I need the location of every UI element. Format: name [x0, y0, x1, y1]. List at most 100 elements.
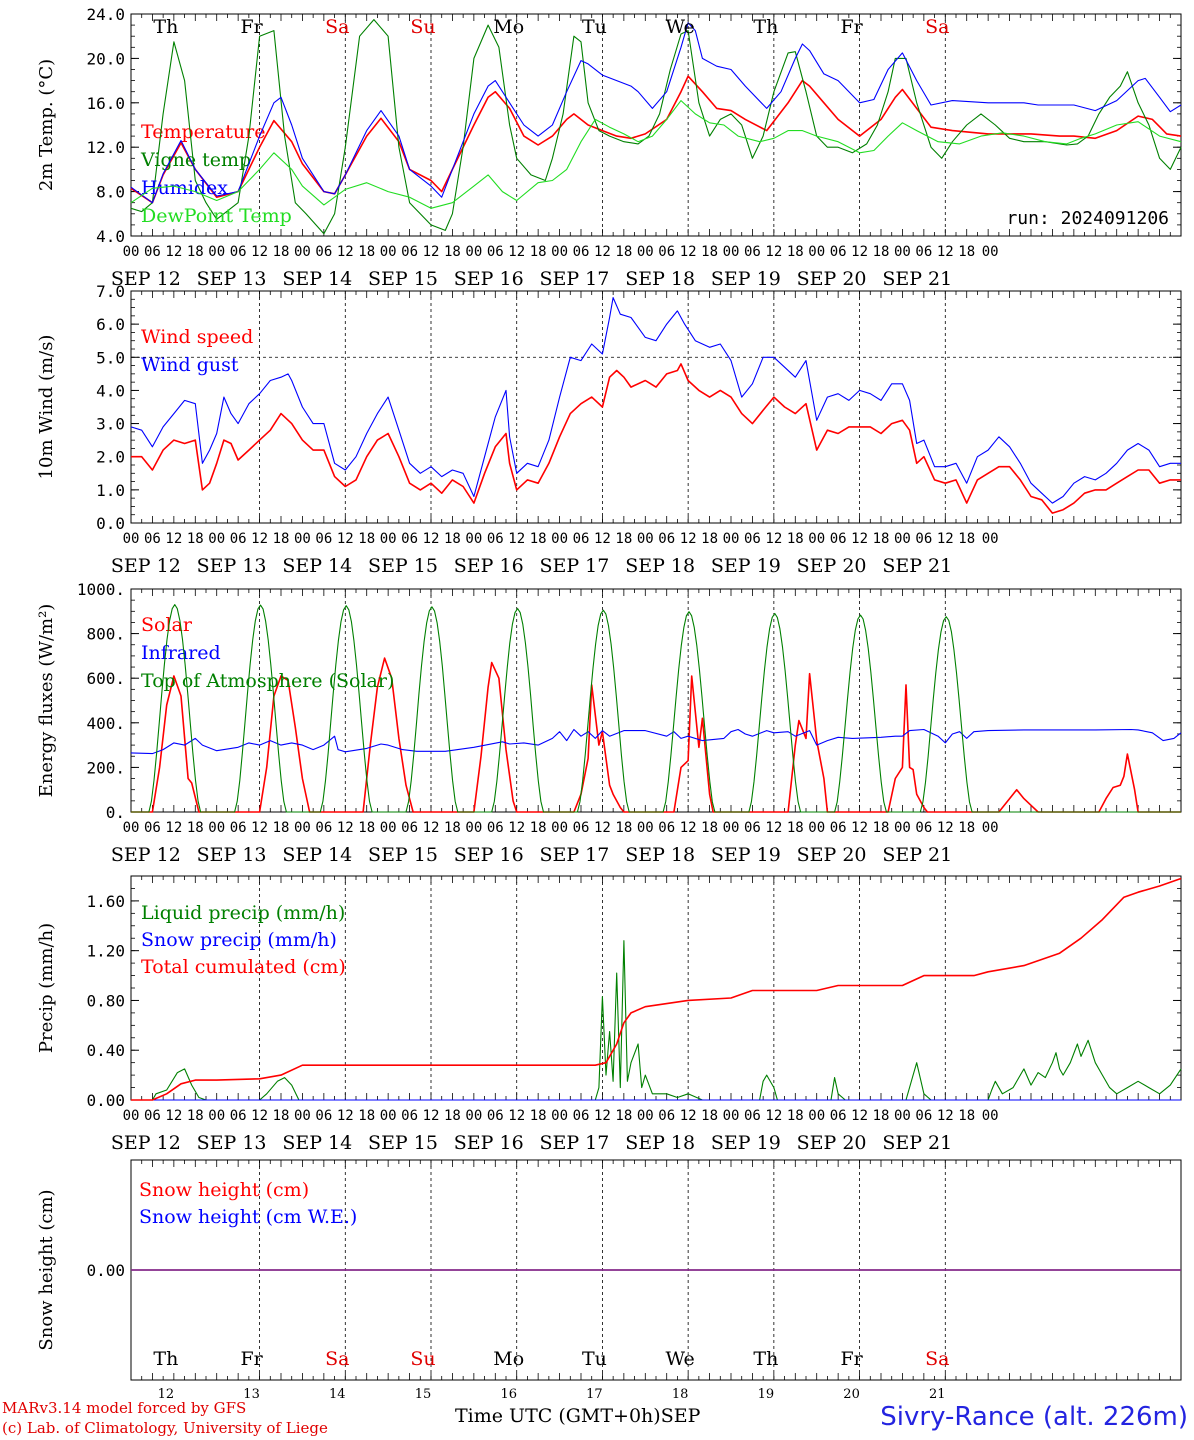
hour-label: 06	[915, 1108, 932, 1124]
legend-entry: Vigne temp	[140, 149, 251, 171]
hour-label: 06	[315, 1108, 332, 1124]
day-name-bottom: Tu	[582, 1348, 607, 1370]
hour-label: 18	[787, 820, 804, 836]
hour-label: 12	[165, 1108, 182, 1124]
hour-label: 18	[873, 531, 890, 547]
hour-label: 12	[594, 1108, 611, 1124]
hour-label: 12	[937, 244, 954, 260]
day-number: 18	[672, 1387, 689, 1402]
hour-label: 12	[594, 244, 611, 260]
hour-label: 12	[680, 820, 697, 836]
legend-entry: Humidex	[141, 177, 228, 199]
date-label: SEP 15	[368, 555, 438, 577]
lab-credit: (c) Lab. of Climatology, University of L…	[2, 1419, 328, 1437]
hour-label: 12	[594, 531, 611, 547]
hour-label: 06	[915, 244, 932, 260]
series-line-vigne-temp	[130, 19, 1182, 235]
hour-label: 18	[358, 820, 375, 836]
date-label: SEP 20	[797, 1132, 867, 1154]
hour-label: 00	[894, 1108, 911, 1124]
y-tick-label: 1.20	[86, 942, 125, 961]
hour-label: 00	[982, 244, 999, 260]
hour-label: 06	[230, 820, 247, 836]
hour-label: 06	[315, 531, 332, 547]
hour-label: 00	[551, 820, 568, 836]
hour-label: 12	[765, 244, 782, 260]
legend-entry: Solar	[141, 614, 193, 636]
hour-label: 12	[251, 531, 268, 547]
hour-label: 06	[144, 244, 161, 260]
day-number: 12	[158, 1387, 175, 1402]
run-annotation: run: 2024091206	[1006, 208, 1169, 229]
hour-label: 06	[915, 820, 932, 836]
hour-label: 12	[337, 820, 354, 836]
y-tick-label: 0.00	[86, 1091, 125, 1110]
hour-label: 06	[401, 531, 418, 547]
hour-label: 12	[765, 1108, 782, 1124]
hour-label: 06	[487, 531, 504, 547]
legend-entry: Snow height (cm W.E.)	[139, 1206, 357, 1228]
y-tick-label: 12.0	[86, 138, 125, 157]
hour-label: 06	[830, 244, 847, 260]
hour-label: 06	[830, 1108, 847, 1124]
day-name-top: Mo	[493, 16, 524, 38]
hour-label: 00	[894, 531, 911, 547]
date-label: SEP 16	[454, 1132, 524, 1154]
hour-label: 12	[423, 1108, 440, 1124]
day-name-bottom: Th	[753, 1348, 778, 1370]
hour-label: 00	[123, 1108, 140, 1124]
hour-label: 00	[723, 244, 740, 260]
y-tick-label: 0.40	[86, 1041, 125, 1060]
y-tick-label: 1.0	[96, 481, 125, 500]
date-label: SEP 16	[454, 844, 524, 866]
y-tick-label: 20.0	[86, 49, 125, 68]
hour-label: 18	[530, 820, 547, 836]
day-number: 21	[929, 1387, 946, 1402]
y-tick-label: 4.0	[96, 227, 125, 246]
y-tick-label: 5.0	[96, 348, 125, 367]
hour-label: 12	[765, 531, 782, 547]
date-label: SEP 15	[368, 268, 438, 290]
y-axis-label: Precip (mm/h)	[36, 923, 57, 1053]
legend-entry: Temperature	[141, 121, 265, 143]
date-label: SEP 14	[282, 268, 352, 290]
hour-label: 18	[187, 1108, 204, 1124]
hour-label: 18	[358, 531, 375, 547]
hour-label: 00	[551, 244, 568, 260]
hour-label: 18	[358, 1108, 375, 1124]
hour-label: 06	[401, 1108, 418, 1124]
hour-label: 06	[487, 820, 504, 836]
hour-label: 00	[982, 531, 999, 547]
hour-label: 06	[230, 244, 247, 260]
legend-entry: Infrared	[141, 642, 221, 664]
hour-label: 18	[787, 531, 804, 547]
date-label: SEP 13	[197, 1132, 267, 1154]
y-tick-label: 1000.	[77, 580, 125, 599]
legend-entry: Snow height (cm)	[139, 1179, 309, 1201]
hour-label: 00	[808, 244, 825, 260]
hour-label: 06	[230, 531, 247, 547]
date-label: SEP 16	[454, 268, 524, 290]
date-label: SEP 17	[539, 844, 609, 866]
series-line-wind-speed	[131, 363, 1181, 514]
hour-label: 00	[637, 1108, 654, 1124]
hour-label: 18	[958, 1108, 975, 1124]
hour-label: 18	[873, 244, 890, 260]
hour-label: 00	[380, 1108, 397, 1124]
hour-label: 18	[615, 820, 632, 836]
hour-label: 18	[530, 531, 547, 547]
hour-label: 12	[165, 531, 182, 547]
day-name-top: Fr	[840, 16, 863, 38]
day-number: 19	[758, 1387, 775, 1402]
hour-label: 12	[251, 820, 268, 836]
date-label: SEP 17	[539, 1132, 609, 1154]
date-label: SEP 15	[368, 844, 438, 866]
y-tick-label: 3.0	[96, 415, 125, 434]
date-label: SEP 18	[625, 555, 695, 577]
y-tick-label: 0.00	[86, 1261, 125, 1280]
hour-label: 18	[358, 244, 375, 260]
hour-label: 00	[208, 1108, 225, 1124]
series-line-humidex	[130, 22, 1182, 204]
day-name-top: Th	[753, 16, 778, 38]
